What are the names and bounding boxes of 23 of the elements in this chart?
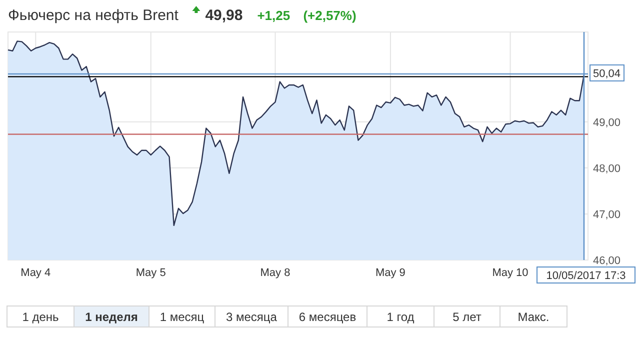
y-tick-label: 48,00	[593, 162, 621, 175]
y-tick-label: 46,00	[593, 255, 621, 267]
text: 5 лет	[452, 310, 482, 324]
x-tick-label: May 8	[260, 267, 290, 279]
text: 1 месяц	[160, 310, 204, 324]
ref-line-label: 50,04	[593, 68, 621, 80]
text: Макс.	[518, 310, 550, 324]
x-tick-label: May 5	[136, 267, 166, 279]
x-tick-label: May 4	[20, 267, 51, 279]
text: 1 неделя	[85, 310, 138, 324]
text: 1 год	[386, 310, 414, 324]
x-tick-label: May 9	[375, 267, 406, 279]
chart-title: Фьючерс на нефть Brent	[8, 7, 180, 24]
x-tick-label: May 10	[492, 267, 528, 279]
text: (+2,57%)	[303, 8, 356, 23]
text: 1 день	[22, 310, 59, 324]
y-tick-label: 47,00	[593, 208, 621, 221]
text: 3 месяца	[226, 310, 278, 324]
text: 6 месяцев	[298, 310, 356, 324]
y-tick-label: 49,00	[593, 116, 621, 129]
text: 49,98	[205, 7, 243, 24]
x-tick-label: 10/05/2017 17:3	[546, 270, 626, 282]
text: +1,25	[257, 8, 290, 23]
